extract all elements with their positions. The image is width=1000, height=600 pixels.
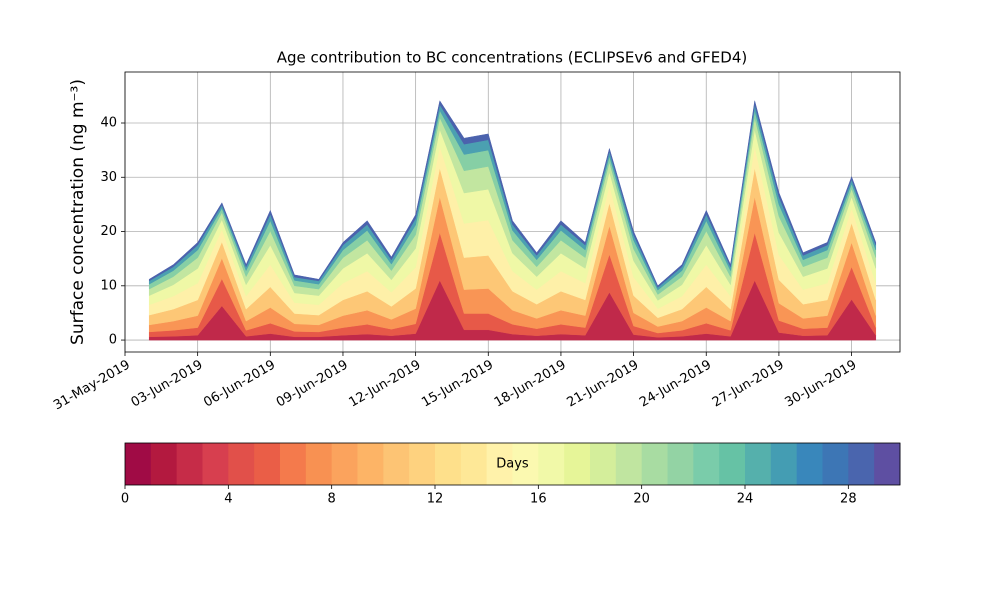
colorbar-swatch: [254, 443, 281, 485]
colorbar-swatch: [745, 443, 772, 485]
colorbar-swatch: [796, 443, 823, 485]
colorbar-label: Days: [496, 457, 529, 472]
colorbar-tick-label: 16: [530, 492, 547, 507]
colorbar-swatch: [874, 443, 901, 485]
colorbar-swatch: [409, 443, 436, 485]
colorbar-frame: [124, 442, 901, 486]
colorbar-swatch: [564, 443, 591, 485]
colorbar-swatch: [615, 443, 643, 485]
colorbar-swatch: [280, 443, 307, 485]
colorbar-swatch: [460, 443, 488, 485]
colorbar-swatch: [538, 443, 565, 485]
colorbar-swatch: [512, 443, 539, 485]
y-tick-label: 10: [100, 278, 117, 293]
colorbar-swatch: [357, 443, 384, 485]
colorbar-swatch: [822, 443, 849, 485]
y-tick-label: 0: [109, 333, 117, 348]
colorbar-swatch: [176, 443, 203, 485]
colorbar-swatch: [331, 443, 358, 485]
colorbar-swatch: [693, 443, 720, 485]
colorbar-swatch: [150, 443, 178, 485]
colorbar-swatch: [667, 443, 694, 485]
y-axis-label: Surface concentration (ng m⁻³): [68, 79, 88, 345]
colorbar-tick-label: 28: [840, 492, 857, 507]
colorbar-swatch: [719, 443, 746, 485]
colorbar-swatch: [486, 443, 513, 485]
y-tick-label: 40: [100, 116, 117, 131]
plot-frame: [124, 71, 901, 353]
colorbar-swatch: [770, 443, 798, 485]
y-tick-label: 20: [100, 224, 117, 239]
colorbar-swatch: [435, 443, 462, 485]
colorbar-tick-label: 4: [224, 492, 232, 507]
colorbar-swatch: [641, 443, 668, 485]
colorbar-swatch: [305, 443, 333, 485]
colorbar-tick-label: 12: [427, 492, 444, 507]
colorbar-swatch: [202, 443, 229, 485]
y-tick-label: 30: [100, 170, 117, 185]
colorbar-tick-label: 24: [737, 492, 754, 507]
colorbar-tick-label: 20: [633, 492, 650, 507]
colorbar-swatch: [125, 443, 152, 485]
colorbar-swatch: [848, 443, 875, 485]
colorbar-swatch: [228, 443, 255, 485]
colorbar-swatch: [383, 443, 410, 485]
area: [148, 100, 877, 288]
colorbar-tick-label: 8: [328, 492, 336, 507]
colorbar-swatch: [590, 443, 617, 485]
chart-title: Age contribution to BC concentrations (E…: [277, 49, 748, 67]
colorbar-tick-label: 0: [121, 492, 129, 507]
